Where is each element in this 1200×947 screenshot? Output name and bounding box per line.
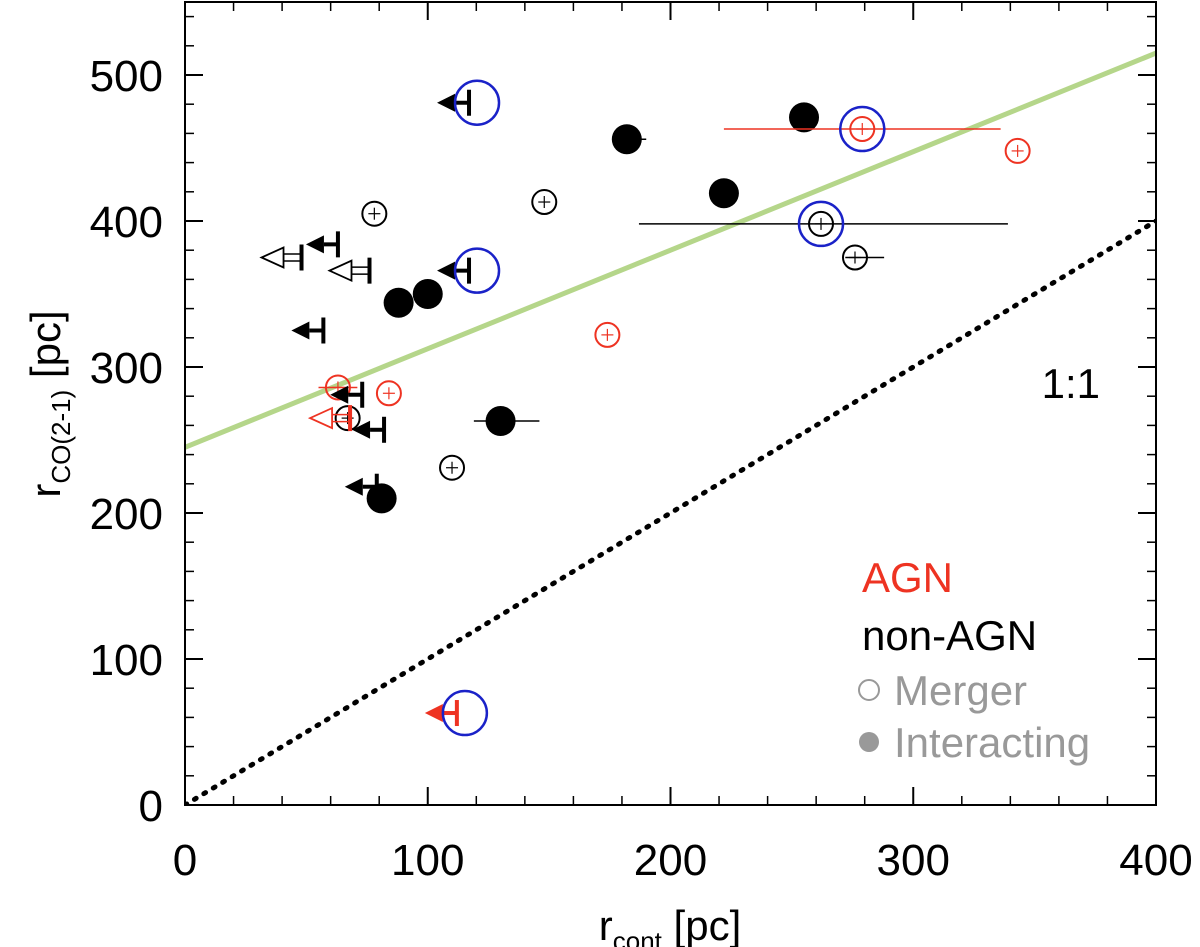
fit-line [185,50,1156,450]
legend: AGN non-AGN Merger Interacting [858,554,1090,766]
agn-data-point [1004,137,1031,164]
legend-interacting-marker [859,732,879,752]
merger-marker [334,405,361,432]
non-agn-data-point [531,189,558,216]
limit-arrowhead [344,477,363,496]
y-tick-label: 300 [90,344,163,393]
non-agn-upper-limit [291,317,326,344]
legend-merger-marker [858,679,880,701]
non-agn-upper-limit [352,416,387,443]
y-tick-label: 400 [90,198,163,247]
merger-marker [439,454,466,481]
interacting-marker [383,287,414,318]
limit-shaft [350,266,371,275]
blue-ring-marker [839,105,886,153]
agn-data-point [723,105,1001,153]
non-agn-data-point [789,102,820,133]
one-to-one-line [185,218,1156,805]
y-tick-label: 100 [90,636,163,685]
non-agn-data-point [638,200,1008,248]
limit-arrowhead [437,93,456,112]
limit-arrowhead [424,704,443,723]
legend-interacting: Interacting [894,719,1090,766]
non-agn-upper-limit [305,231,340,258]
limit-arrowhead [330,385,349,404]
non-agn-upper-limit [330,381,365,408]
non-agn-data-point [611,124,647,155]
limit-arrowhead [352,420,371,439]
limit-shaft [282,253,303,262]
x-tick-label: 300 [877,836,950,885]
merger-marker [361,200,388,227]
merger-marker [1004,137,1031,164]
non-agn-data-point [473,406,540,437]
x-tick-label: 200 [634,836,707,885]
y-tick-label: 0 [139,782,163,831]
limit-arrowhead [437,261,456,280]
non-agn-data-point [383,287,414,318]
y-axis-title: rCO(2-1) [pc] [22,310,76,497]
legend-agn: AGN [862,554,953,601]
limit-arrowhead [259,246,285,269]
merger-marker [531,189,558,216]
merger-marker [841,244,868,271]
non-agn-data-point [439,454,466,481]
blue-ring-marker [453,79,501,126]
non-agn-data-point [412,279,443,309]
limit-arrowhead [327,259,353,283]
legend-merger: Merger [894,667,1027,714]
x-axis-title: rcont [pc] [599,902,742,947]
interacting-marker [708,178,739,209]
non-agn-data-point [361,200,388,227]
merger-marker [375,380,402,407]
limit-arrowhead [305,235,324,254]
limit-arrowhead [291,321,310,340]
x-tick-label: 100 [391,836,464,885]
merger-marker [324,374,351,401]
non-agn-data-point [334,405,361,432]
interacting-marker [366,483,397,514]
merger-marker [849,116,876,143]
non-agn-data-point [841,244,885,271]
interacting-marker [611,124,642,155]
interacting-marker [789,102,820,133]
blue-ring-marker [453,247,501,294]
non-agn-upper-limit [259,244,304,271]
one-to-one-label: 1:1 [1042,360,1100,407]
agn-data-point [594,321,621,348]
non-agn-data-point [708,178,739,209]
agn-data-point [375,380,402,407]
agn-upper-limit [307,405,353,432]
y-tick-label: 200 [90,490,163,539]
interacting-marker [412,279,443,309]
non-agn-upper-limit [437,247,501,294]
interacting-marker [485,406,516,437]
merger-marker [594,321,621,348]
non-agn-data-point [366,483,397,514]
limit-arrowhead [307,406,333,430]
blue-ring-marker [797,200,845,248]
non-agn-upper-limit [344,473,379,500]
non-agn-upper-limit [327,257,372,284]
blue-ring-marker [441,689,489,737]
y-tick-label: 500 [90,52,163,101]
non-agn-upper-limit [437,79,501,126]
legend-non-agn: non-AGN [862,612,1037,659]
agn-upper-limit [424,689,489,737]
x-tick-label: 0 [173,836,197,885]
merger-marker [808,210,835,237]
x-tick-label: 400 [1119,836,1192,885]
